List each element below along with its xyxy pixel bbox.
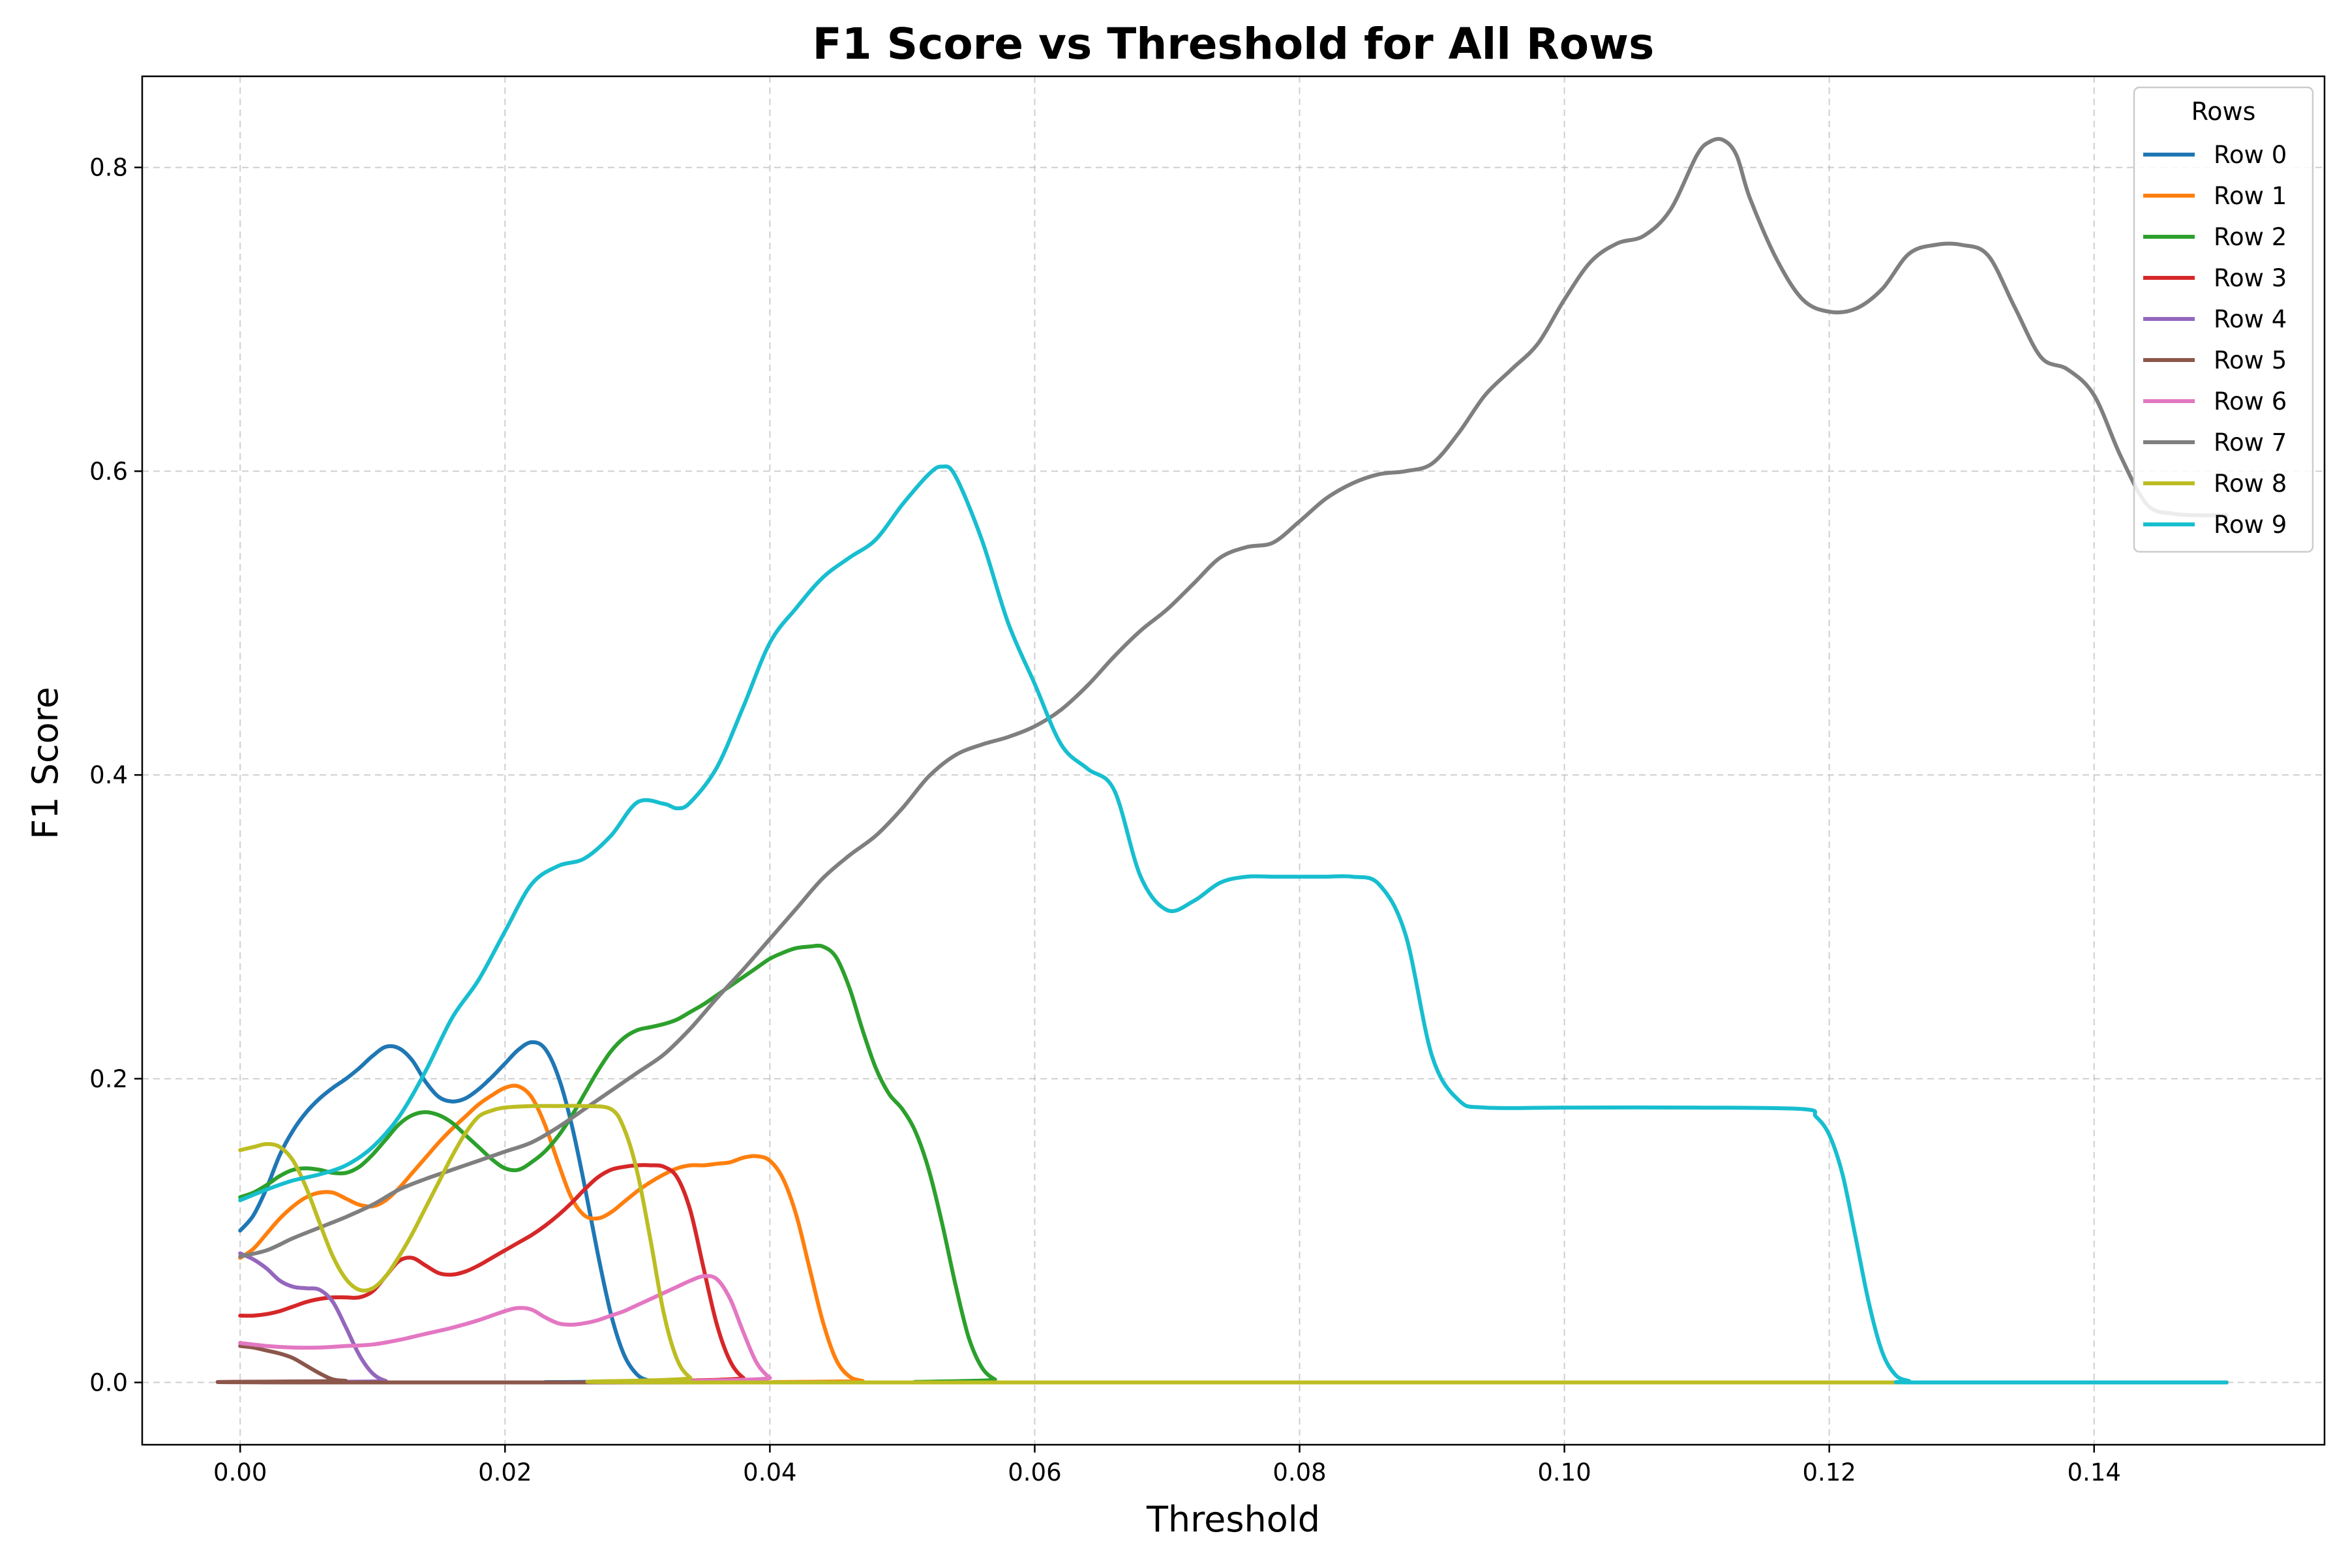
series-line-row-8 xyxy=(238,1104,2229,1385)
series-line-row-5 xyxy=(215,1344,2229,1385)
legend-item-label: Row 5 xyxy=(2214,346,2287,374)
x-tick-label: 0.08 xyxy=(1272,1458,1326,1486)
x-tick-label: 0.14 xyxy=(2068,1458,2121,1486)
series-line-row-6 xyxy=(238,1274,2229,1385)
series-line-row-4 xyxy=(238,1251,2229,1385)
y-tick-label: 0.2 xyxy=(89,1065,128,1093)
ticks-layer: 0.00 0.02 0.04 0.06 0.08 0.10 0.12 0.14 0.0 0.2 0.… xyxy=(89,154,2121,1486)
series-line-row-7 xyxy=(238,136,2229,1259)
x-tick-label: 0.10 xyxy=(1537,1458,1591,1486)
series-line-row-0 xyxy=(238,1040,2229,1385)
y-tick-label: 0.8 xyxy=(89,154,128,182)
legend-item-label: Row 1 xyxy=(2214,182,2287,210)
legend-box xyxy=(2133,86,2314,553)
x-tick-label: 0.00 xyxy=(213,1458,267,1486)
chart-title: F1 Score vs Threshold for All Rows xyxy=(813,19,1655,69)
legend: Rows Row 0 Row 1 Row 2 Row 3 Row 4 Row 5 Row 6 R… xyxy=(2133,86,2314,553)
legend-item-label: Row 0 xyxy=(2214,141,2287,169)
grid-layer xyxy=(142,76,2325,1445)
plot-frame xyxy=(141,75,2326,1446)
y-axis-label: F1 Score xyxy=(25,687,66,839)
x-axis-label: Threshold xyxy=(1146,1499,1320,1540)
legend-title: Rows xyxy=(2191,97,2256,126)
x-tick-label: 0.06 xyxy=(1008,1458,1061,1486)
series-layer xyxy=(215,136,2229,1385)
series-line-row-2 xyxy=(238,943,2229,1385)
series-line-row-1 xyxy=(238,1083,2229,1385)
legend-item-label: Row 2 xyxy=(2214,223,2287,251)
series-line-row-3 xyxy=(238,1163,2229,1385)
x-tick-label: 0.12 xyxy=(1802,1458,1856,1486)
legend-item-label: Row 4 xyxy=(2214,305,2287,333)
legend-item-label: Row 8 xyxy=(2214,470,2287,498)
y-tick-label: 0.0 xyxy=(89,1369,128,1397)
legend-item-label: Row 3 xyxy=(2214,264,2287,292)
x-tick-label: 0.02 xyxy=(478,1458,532,1486)
legend-item-label: Row 9 xyxy=(2214,511,2287,539)
legend-item-label: Row 6 xyxy=(2214,387,2287,415)
y-tick-label: 0.4 xyxy=(89,761,128,789)
y-tick-label: 0.6 xyxy=(89,457,128,485)
legend-item-label: Row 7 xyxy=(2214,429,2287,457)
series-line-row-9 xyxy=(238,464,2229,1385)
x-tick-label: 0.04 xyxy=(743,1458,796,1486)
